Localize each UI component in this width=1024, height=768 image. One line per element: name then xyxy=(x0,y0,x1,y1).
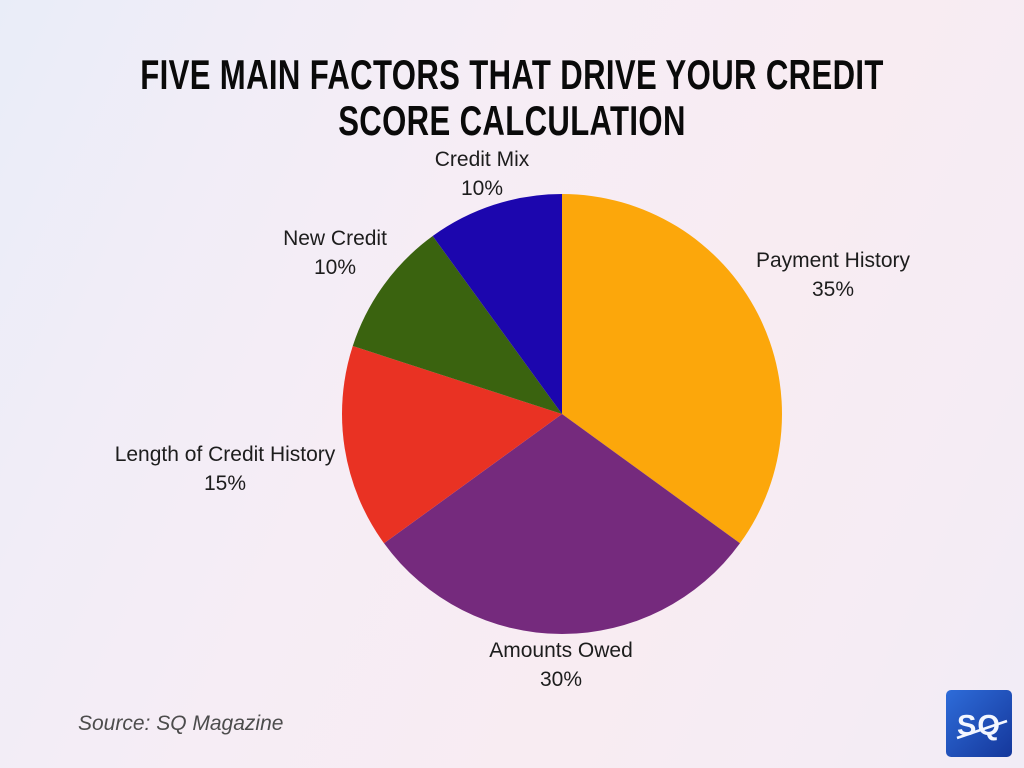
slice-label-text: Length of Credit History xyxy=(114,443,336,466)
slice-label-payment-history: Payment History 35% xyxy=(756,246,910,304)
slice-label-text: New Credit xyxy=(283,227,387,250)
pie-chart xyxy=(342,194,782,634)
logo-background xyxy=(946,690,1012,757)
pie-slice-length-of-credit-history xyxy=(342,346,562,544)
pie-slice-payment-history xyxy=(562,194,782,544)
slice-label-text: Amounts Owed xyxy=(489,639,633,662)
sq-magazine-logo: SQ xyxy=(946,690,1012,757)
slice-label-length-of-credit-history: Length of Credit History 15% xyxy=(115,440,336,498)
slice-label-pct: 10% xyxy=(460,177,504,200)
chart-title-line1: FIVE MAIN FACTORS THAT DRIVE YOUR CREDIT xyxy=(140,51,884,99)
slice-label-text: Payment History xyxy=(755,249,911,272)
pie-slice-amounts-owed xyxy=(384,414,740,634)
slice-label-pct: 15% xyxy=(203,472,247,495)
slice-label-text: Credit Mix xyxy=(434,148,530,171)
slice-label-pct: 10% xyxy=(313,256,357,279)
source-credit: Source: SQ Magazine xyxy=(78,712,284,735)
chart-title: FIVE MAIN FACTORS THAT DRIVE YOUR CREDIT… xyxy=(133,52,891,144)
slice-label-pct: 30% xyxy=(539,668,583,691)
pie-slice-credit-mix xyxy=(432,194,562,414)
logo-slash xyxy=(956,719,1008,740)
slice-label-pct: 35% xyxy=(811,278,855,301)
slice-label-credit-mix: Credit Mix 10% xyxy=(435,145,530,203)
slice-label-amounts-owed: Amounts Owed 30% xyxy=(489,636,633,694)
pie-slice-new-credit xyxy=(352,236,562,414)
chart-title-line2: SCORE CALCULATION xyxy=(338,97,686,145)
slice-label-new-credit: New Credit 10% xyxy=(283,224,387,282)
